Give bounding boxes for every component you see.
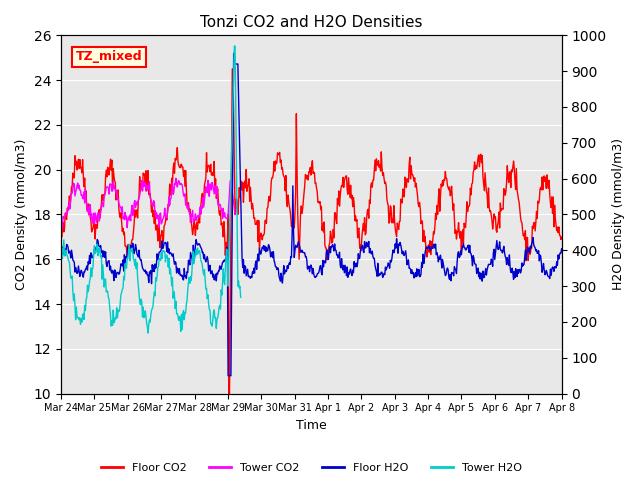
Text: TZ_mixed: TZ_mixed [76, 50, 143, 63]
Legend: Floor CO2, Tower CO2, Floor H2O, Tower H2O: Floor CO2, Tower CO2, Floor H2O, Tower H… [97, 459, 526, 478]
Y-axis label: CO2 Density (mmol/m3): CO2 Density (mmol/m3) [15, 139, 28, 290]
Y-axis label: H2O Density (mmol/m3): H2O Density (mmol/m3) [612, 138, 625, 290]
X-axis label: Time: Time [296, 419, 326, 432]
Title: Tonzi CO2 and H2O Densities: Tonzi CO2 and H2O Densities [200, 15, 422, 30]
